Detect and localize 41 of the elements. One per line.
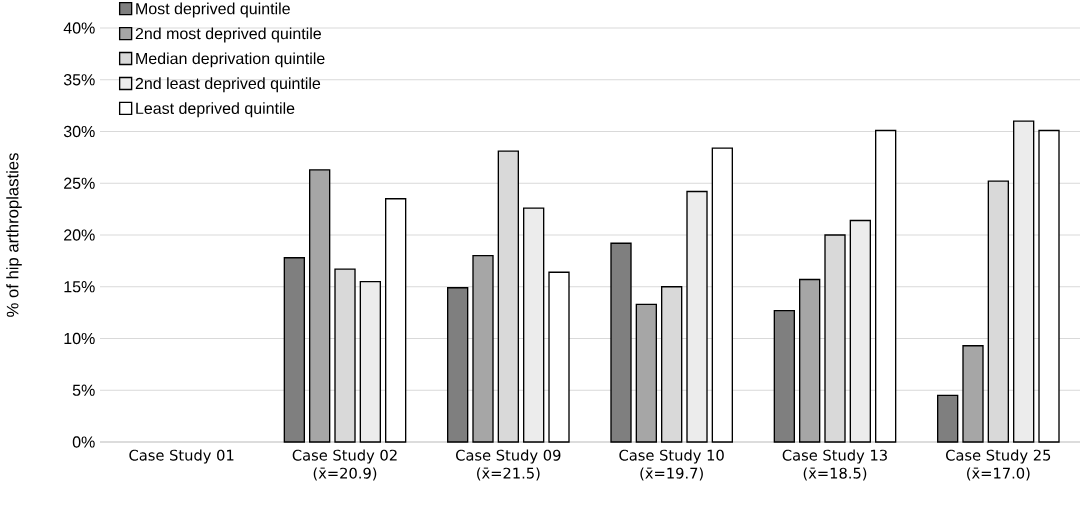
y-tick-label: 10% (64, 332, 95, 345)
bar (283, 257, 306, 443)
x-tick-label: Case Study 09 (x̄=21.5) (456, 449, 561, 481)
y-tick-label: 30% (63, 125, 95, 138)
legend-label: 2nd most deprived quintile (135, 27, 321, 43)
y-tick-label: 35% (63, 74, 95, 86)
bar (1013, 120, 1035, 443)
y-tick-label: 5% (72, 384, 95, 396)
bar (1038, 129, 1060, 443)
bar (635, 303, 658, 443)
y-tick-label: 15% (64, 281, 95, 293)
x-tick-label: Case Study 13 (x̄=18.5) (782, 449, 887, 481)
bar (711, 147, 734, 443)
bar (849, 219, 872, 443)
bar (548, 271, 570, 443)
x-tick-label: Case Study 02 (x̄=20.9) (292, 449, 397, 481)
x-tick-label: Case Study 01 (129, 449, 234, 464)
bar (686, 190, 708, 443)
x-tick-label: Case Study 25 (x̄=17.0) (946, 449, 1051, 481)
y-tick-label: 20% (64, 229, 95, 241)
bar (937, 394, 959, 443)
legend-label: Most deprived quintile (136, 2, 290, 18)
y-axis-title: % of hip arthroplasties (6, 153, 22, 317)
bar (773, 309, 796, 443)
y-tick-label: 0% (72, 436, 95, 448)
bar (962, 345, 984, 443)
bar (447, 287, 469, 443)
x-tick-label: Case Study 10 (x̄=19.7) (619, 449, 724, 481)
bar (523, 207, 545, 443)
bar (385, 198, 407, 443)
legend-label: Least deprived quintile (136, 102, 295, 118)
bar (610, 242, 632, 443)
bar (359, 280, 382, 443)
y-tick-label: 25% (64, 177, 95, 189)
bar (799, 278, 821, 443)
y-tick-label: 40% (63, 22, 95, 34)
legend-label: 2nd least deprived quintile (135, 77, 321, 93)
bar (309, 169, 331, 443)
legend-label: Median deprivation quintile (136, 52, 325, 68)
bar (472, 255, 494, 443)
bar (875, 129, 897, 443)
